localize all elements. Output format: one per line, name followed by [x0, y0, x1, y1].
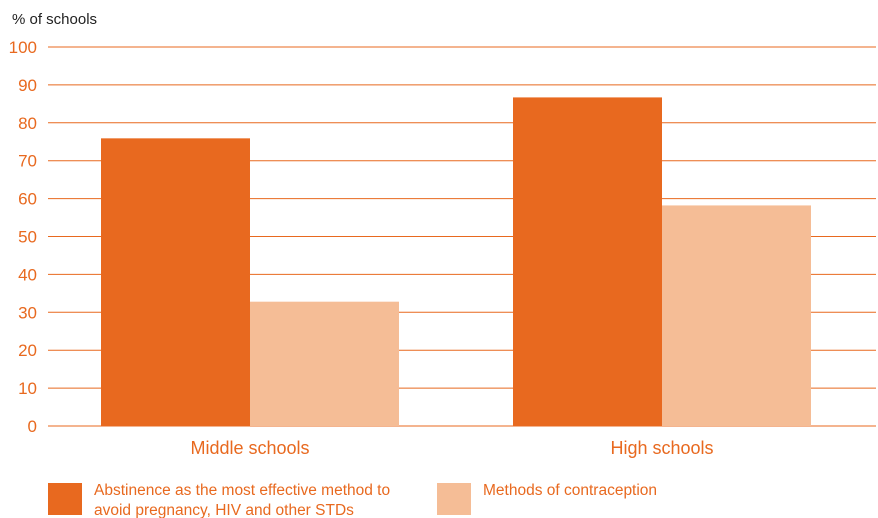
y-tick-label: 90 — [18, 76, 37, 95]
bar-contraception — [250, 301, 399, 426]
y-tick-label: 0 — [28, 417, 37, 436]
y-tick-labels: 0 10 20 30 40 50 60 70 80 90 100 — [9, 38, 37, 436]
y-tick-label: 100 — [9, 38, 37, 57]
bar-contraception — [662, 205, 811, 426]
category-labels: Middle schools High schools — [190, 438, 713, 458]
y-tick-label: 40 — [18, 265, 37, 284]
y-tick-label: 80 — [18, 114, 37, 133]
bars — [101, 97, 811, 427]
legend-label-contraception: Methods of contraception — [483, 482, 658, 499]
y-tick-label: 20 — [18, 341, 37, 360]
category-label: High schools — [610, 438, 713, 458]
legend-item-contraception: Methods of contraception — [437, 481, 737, 518]
legend-item-abstinence: Abstinence as the most effective method … — [48, 481, 428, 518]
y-tick-label: 50 — [18, 228, 37, 247]
legend-label-abstinence: Abstinence as the most effective method … — [94, 482, 391, 518]
legend-swatch-abstinence — [48, 483, 82, 515]
y-tick-label: 10 — [18, 379, 37, 398]
bar-chart: % of schools 0 10 20 30 40 50 60 70 80 90 100 Midd… — [9, 11, 876, 458]
y-tick-label: 70 — [18, 152, 37, 171]
legend-swatch-contraception — [437, 483, 471, 515]
bar-abstinence — [101, 138, 250, 427]
y-tick-label: 30 — [18, 303, 37, 322]
y-axis-title: % of schools — [12, 11, 97, 28]
y-tick-label: 60 — [18, 190, 37, 209]
category-label: Middle schools — [190, 438, 309, 458]
bar-abstinence — [513, 97, 662, 427]
